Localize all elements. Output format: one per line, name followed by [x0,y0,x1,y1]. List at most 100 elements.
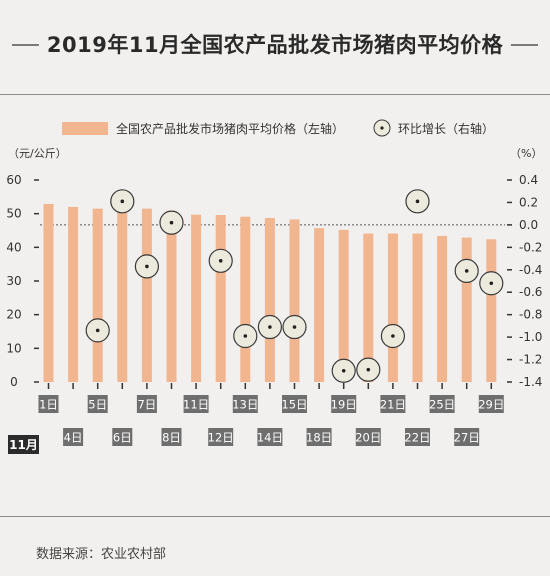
price-bar [191,214,202,382]
left-tick-label: 10 [6,341,21,355]
price-bar [141,208,152,382]
category-label-box [429,395,455,413]
category-label: 21日 [380,398,406,412]
price-bar [215,215,226,382]
price-bar [117,207,128,382]
right-tick-label: 0.0 [519,218,538,232]
left-tick-label: 20 [6,308,21,322]
bottom-rule [0,516,550,517]
category-label: 4日 [64,431,83,445]
legend-dot-label: 环比增长（右轴） [398,121,494,136]
top-rule [0,94,550,95]
price-bar [92,208,103,382]
left-axis-unit: （元/公斤） [8,147,67,160]
right-tick-label: 0.4 [519,173,538,187]
price-bar [486,239,497,382]
price-bar [363,233,374,382]
price-bar [387,233,398,382]
category-label-box [282,395,307,413]
left-tick-label: 60 [6,173,21,187]
category-label-box [257,428,283,446]
category-label-box [454,428,480,446]
price-bar [43,203,54,382]
right-tick-label: 0.2 [519,195,538,209]
chart-title: 2019年11月全国农产品批发市场猪肉平均价格 [38,30,512,60]
category-label: 25日 [429,398,455,412]
price-bar [240,216,251,382]
category-label: 11日 [183,398,209,412]
category-label: 18日 [306,431,332,445]
mom-growth-point-center [415,199,420,204]
left-tick-label: 30 [6,274,21,288]
category-label-box [87,395,108,413]
mom-growth-point-center [268,325,272,329]
data-source: 数据来源：农业农村部 [36,547,167,562]
category-label: 29日 [478,398,504,412]
category-label: 13日 [232,398,258,412]
mom-growth-point-center [218,259,223,263]
category-label-box [63,428,84,446]
category-label-box [380,395,406,413]
title-bar: 2019年11月全国农产品批发市场猪肉平均价格 [12,30,538,62]
category-label-box [478,395,504,413]
price-bar [461,237,472,382]
legend-dot-center [380,126,384,130]
right-tick-label: -0.8 [519,308,542,322]
category-label: 19日 [331,398,357,412]
mom-growth-point-center [391,334,395,338]
mom-growth-point-center [489,281,494,286]
right-axis-unit: （%） [510,147,542,160]
category-label-box [331,395,357,413]
category-label-box [355,428,381,446]
category-label: 14日 [257,431,283,445]
mom-growth-point-center [120,199,125,204]
right-tick-label: -0.2 [519,240,542,254]
legend-bar-swatch [62,122,108,135]
category-label: 5日 [88,398,107,412]
category-label: 12日 [208,431,234,445]
left-tick-label: 0 [10,375,18,389]
mom-growth-point-center [169,220,174,225]
right-tick-label: -1.4 [519,375,542,389]
price-bar [338,229,349,382]
category-label-box [161,428,182,446]
category-label-box [183,395,209,413]
category-label-box [405,428,430,446]
mom-growth-point-center [95,328,100,333]
right-tick-label: -1.0 [519,330,542,344]
legend-bar-label: 全国农产品批发市场猪肉平均价格（左轴） [116,121,344,136]
category-label-box [208,428,234,446]
price-bar [314,228,325,382]
category-label: 1日 [39,398,58,412]
category-label-box [136,395,157,413]
mom-growth-point-center [464,269,469,273]
month-label: 11月 [9,438,38,452]
category-label: 20日 [355,431,381,445]
category-label: 7日 [137,398,156,412]
mom-growth-point-center [292,325,297,329]
mom-growth-point-center [366,367,371,372]
category-label: 22日 [404,431,430,445]
mom-growth-point-center [341,368,346,373]
month-badge [8,435,39,454]
category-label: 8日 [162,431,181,445]
category-label: 27日 [454,431,480,445]
mom-growth-point-center [243,334,248,338]
right-tick-label: -0.6 [519,285,542,299]
category-label-box [306,428,332,446]
price-bar [437,235,448,382]
category-label-box [112,428,133,446]
category-label-box [232,395,258,413]
left-tick-label: 40 [6,240,21,254]
price-bar [68,206,79,382]
mom-growth-point-center [145,264,149,269]
right-tick-label: -0.4 [519,263,542,277]
price-bar [289,219,300,382]
price-bar [166,210,177,382]
left-tick-label: 50 [6,207,21,221]
price-bar [412,233,423,382]
category-label-box [38,395,59,413]
price-bar [264,218,275,382]
